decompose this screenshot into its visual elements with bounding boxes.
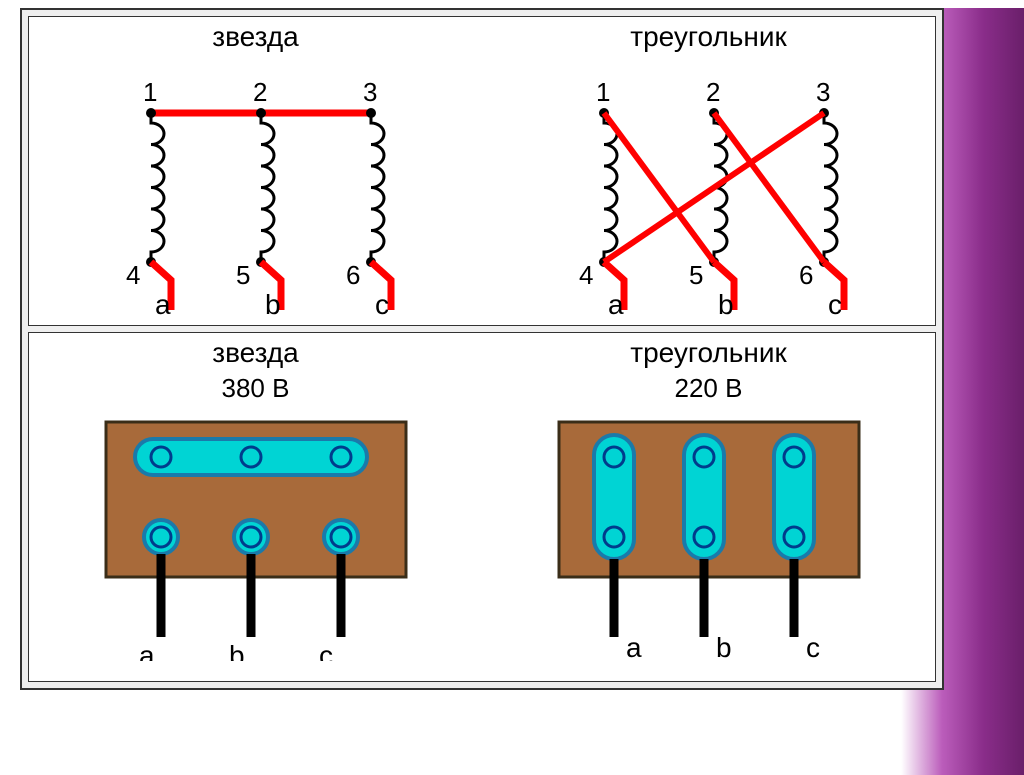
svg-text:b: b — [265, 289, 281, 315]
svg-text:c: c — [375, 289, 389, 315]
delta-title: треугольник — [630, 21, 787, 53]
svg-text:2: 2 — [706, 77, 720, 107]
delta-coil-diagram: 1 4a 2 5b 3 6c — [524, 57, 894, 315]
svg-text:3: 3 — [363, 77, 377, 107]
star-terminal-diagram: a b c — [71, 412, 441, 661]
svg-text:6: 6 — [346, 260, 360, 290]
svg-text:c: c — [319, 640, 333, 661]
delta-tb-voltage: 220 B — [675, 373, 743, 404]
delta-terminal-section: треугольник 220 B a b c — [524, 337, 894, 661]
svg-text:2: 2 — [253, 77, 267, 107]
svg-text:b: b — [716, 632, 732, 661]
svg-text:a: a — [626, 632, 642, 661]
star-tb-voltage: 380 B — [222, 373, 290, 404]
delta-tb-title: треугольник — [630, 337, 787, 369]
delta-terminal-diagram: a b c — [524, 412, 894, 661]
svg-text:6: 6 — [799, 260, 813, 290]
svg-text:a: a — [608, 289, 624, 315]
svg-text:4: 4 — [126, 260, 140, 290]
star-title: звезда — [212, 21, 299, 53]
svg-text:3: 3 — [816, 77, 830, 107]
svg-text:5: 5 — [236, 260, 250, 290]
star-coil-diagram: 1 4a 2 5b 3 6c — [71, 57, 441, 315]
svg-text:b: b — [229, 640, 245, 661]
delta-coil-section: треугольник 1 4a 2 5b 3 6c — [524, 21, 894, 315]
main-container: звезда 14a25b36c треугольник 14a25b36c з… — [20, 8, 944, 690]
svg-text:1: 1 — [143, 77, 157, 107]
star-tb-title: звезда — [212, 337, 299, 369]
svg-text:1: 1 — [596, 77, 610, 107]
svg-text:a: a — [155, 289, 171, 315]
svg-text:4: 4 — [579, 260, 593, 290]
svg-text:b: b — [718, 289, 734, 315]
svg-text:5: 5 — [689, 260, 703, 290]
coil-diagrams-panel: звезда 14a25b36c треугольник 14a25b36c — [28, 16, 936, 326]
svg-text:a: a — [139, 640, 155, 661]
svg-text:c: c — [806, 632, 820, 661]
star-coil-section: звезда 1 4a 2 5b 3 6c — [71, 21, 441, 315]
star-terminal-section: звезда 380 B a b c — [71, 337, 441, 661]
svg-text:c: c — [828, 289, 842, 315]
terminal-blocks-panel: звезда 380 B a b c треугольник 220 B a b c — [28, 332, 936, 682]
